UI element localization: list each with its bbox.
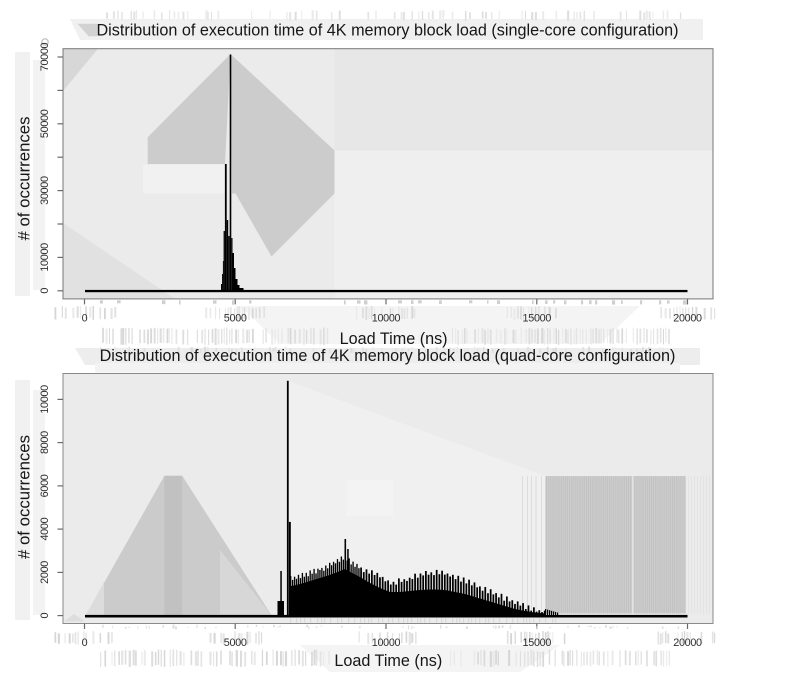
svg-text:15000: 15000 bbox=[523, 313, 552, 325]
svg-text:Distribution of execution time: Distribution of execution time of 4K mem… bbox=[96, 22, 678, 40]
svg-text:5000: 5000 bbox=[224, 313, 247, 325]
svg-text:2000: 2000 bbox=[39, 561, 51, 584]
svg-text:0: 0 bbox=[39, 612, 51, 618]
svg-text:Load Time (ns): Load Time (ns) bbox=[340, 330, 448, 348]
svg-text:30000: 30000 bbox=[39, 176, 51, 205]
svg-text:Load Time (ns): Load Time (ns) bbox=[334, 652, 442, 670]
svg-text:70000: 70000 bbox=[39, 42, 51, 71]
svg-text:10000: 10000 bbox=[39, 243, 51, 272]
svg-text:50000: 50000 bbox=[39, 109, 51, 138]
svg-text:15000: 15000 bbox=[523, 637, 552, 649]
svg-text:# of occurrences: # of occurrences bbox=[15, 116, 34, 240]
svg-text:20000: 20000 bbox=[673, 637, 702, 649]
svg-text:Distribution of execution time: Distribution of execution time of 4K mem… bbox=[100, 347, 676, 365]
svg-text:10000: 10000 bbox=[372, 637, 401, 649]
svg-text:0: 0 bbox=[39, 288, 51, 294]
svg-text:10000: 10000 bbox=[39, 385, 51, 414]
svg-text:6000: 6000 bbox=[39, 474, 51, 497]
svg-text:10000: 10000 bbox=[372, 313, 401, 325]
svg-text:0: 0 bbox=[82, 637, 88, 649]
svg-text:4000: 4000 bbox=[39, 517, 51, 540]
svg-text:0: 0 bbox=[82, 313, 88, 325]
svg-text:8000: 8000 bbox=[39, 431, 51, 454]
svg-text:20000: 20000 bbox=[673, 313, 702, 325]
svg-text:# of occurrences: # of occurrences bbox=[15, 435, 34, 559]
svg-text:5000: 5000 bbox=[224, 637, 247, 649]
